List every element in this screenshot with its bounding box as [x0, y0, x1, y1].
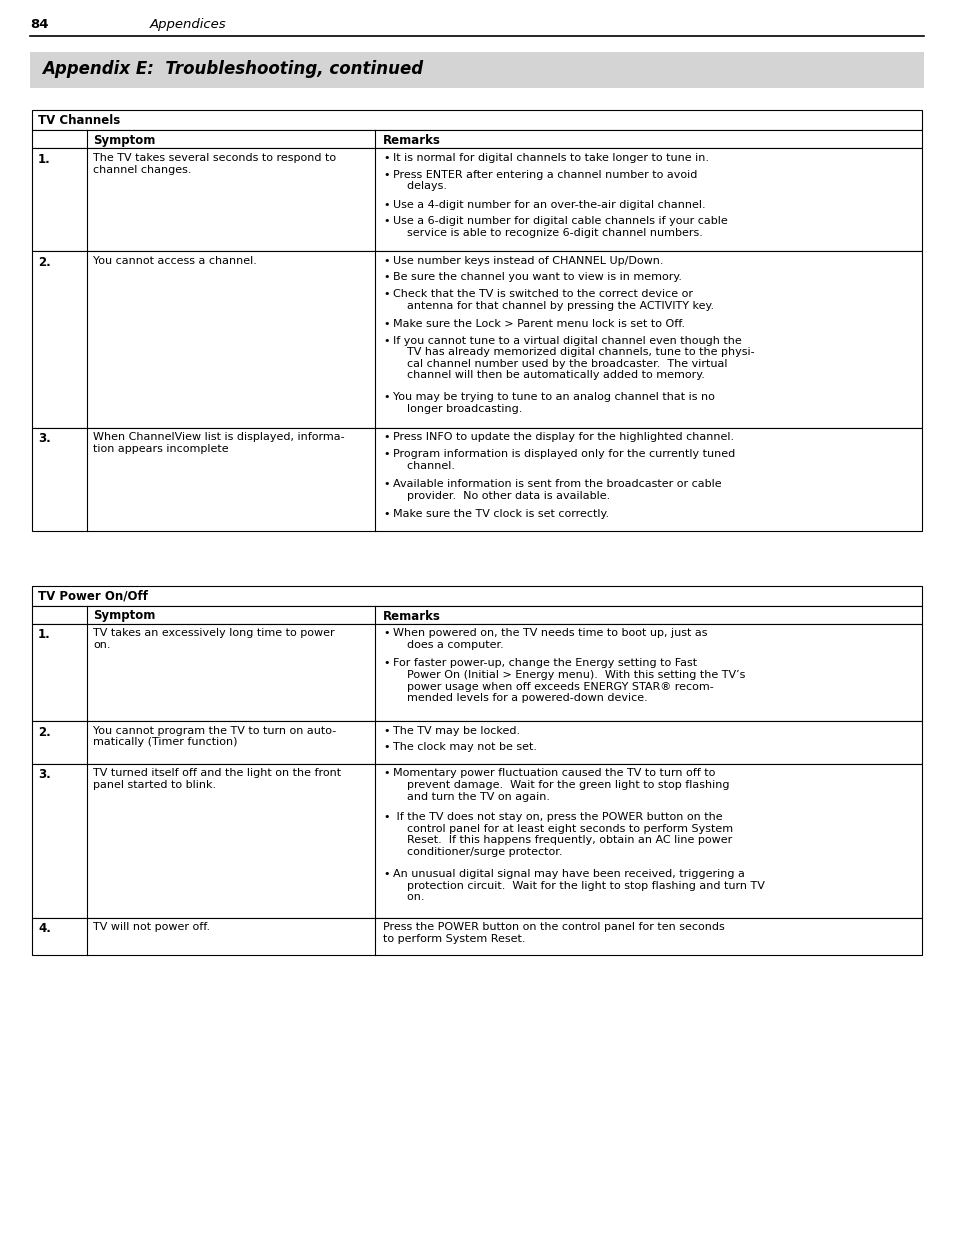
Text: •: • — [382, 289, 389, 299]
Text: Available information is sent from the broadcaster or cable
    provider.  No ot: Available information is sent from the b… — [393, 479, 720, 500]
Text: You may be trying to tune to an analog channel that is no
    longer broadcastin: You may be trying to tune to an analog c… — [393, 393, 714, 414]
Text: Check that the TV is switched to the correct device or
    antenna for that chan: Check that the TV is switched to the cor… — [393, 289, 714, 310]
Text: TV turned itself off and the light on the front
panel started to blink.: TV turned itself off and the light on th… — [92, 768, 341, 790]
Bar — [32, 624, 921, 720]
Text: •: • — [382, 393, 389, 403]
Text: Remarks: Remarks — [382, 135, 440, 147]
Text: The TV takes several seconds to respond to
channel changes.: The TV takes several seconds to respond … — [92, 153, 335, 174]
Text: An unusual digital signal may have been received, triggering a
    protection ci: An unusual digital signal may have been … — [393, 869, 764, 903]
Bar — [32, 585, 921, 605]
Text: Program information is displayed only for the currently tuned
    channel.: Program information is displayed only fo… — [393, 450, 735, 471]
Text: You cannot program the TV to turn on auto-
matically (Timer function): You cannot program the TV to turn on aut… — [92, 725, 335, 747]
Text: •: • — [382, 725, 389, 736]
Text: Use number keys instead of CHANNEL Up/Down.: Use number keys instead of CHANNEL Up/Do… — [393, 256, 662, 266]
Text: TV Power On/Off: TV Power On/Off — [38, 589, 148, 603]
Bar — [32, 251, 921, 427]
Bar — [32, 605, 921, 624]
Text: 3.: 3. — [38, 432, 51, 446]
Text: For faster power-up, change the Energy setting to Fast
    Power On (Initial > E: For faster power-up, change the Energy s… — [393, 658, 744, 703]
Text: •: • — [382, 811, 389, 823]
Bar — [32, 427, 921, 531]
Text: •: • — [382, 629, 389, 638]
Bar — [32, 763, 921, 918]
Text: 1.: 1. — [38, 153, 51, 165]
Text: Be sure the channel you want to view is in memory.: Be sure the channel you want to view is … — [393, 273, 681, 283]
Text: 84: 84 — [30, 19, 49, 31]
Bar — [30, 52, 923, 88]
Text: •: • — [382, 658, 389, 668]
Text: If you cannot tune to a virtual digital channel even though the
    TV has alrea: If you cannot tune to a virtual digital … — [393, 336, 754, 380]
Bar — [32, 130, 921, 148]
Text: •: • — [382, 200, 389, 210]
Text: •: • — [382, 336, 389, 346]
Text: Remarks: Remarks — [382, 610, 440, 622]
Text: Momentary power fluctuation caused the TV to turn off to
    prevent damage.  Wa: Momentary power fluctuation caused the T… — [393, 768, 729, 802]
Text: •: • — [382, 273, 389, 283]
Text: 1.: 1. — [38, 629, 51, 641]
Text: 3.: 3. — [38, 768, 51, 782]
Text: 4.: 4. — [38, 923, 51, 935]
Text: Make sure the Lock > Parent menu lock is set to Off.: Make sure the Lock > Parent menu lock is… — [393, 319, 684, 329]
Text: 2.: 2. — [38, 256, 51, 269]
Text: Make sure the TV clock is set correctly.: Make sure the TV clock is set correctly. — [393, 509, 608, 519]
Text: Appendix E:  Troubleshooting, continued: Appendix E: Troubleshooting, continued — [42, 61, 423, 78]
Bar — [32, 720, 921, 763]
Text: •: • — [382, 479, 389, 489]
Text: 2.: 2. — [38, 725, 51, 739]
Text: Symptom: Symptom — [92, 135, 155, 147]
Text: •: • — [382, 768, 389, 778]
Text: Press INFO to update the display for the highlighted channel.: Press INFO to update the display for the… — [393, 432, 734, 442]
Bar — [32, 918, 921, 955]
Text: Use a 6-digit number for digital cable channels if your cable
    service is abl: Use a 6-digit number for digital cable c… — [393, 216, 727, 237]
Text: TV will not power off.: TV will not power off. — [92, 923, 210, 932]
Bar — [32, 110, 921, 130]
Text: You cannot access a channel.: You cannot access a channel. — [92, 256, 256, 266]
Text: The TV may be locked.: The TV may be locked. — [393, 725, 519, 736]
Text: When powered on, the TV needs time to boot up, just as
    does a computer.: When powered on, the TV needs time to bo… — [393, 629, 707, 650]
Text: TV Channels: TV Channels — [38, 114, 120, 127]
Text: •: • — [382, 216, 389, 226]
Text: When ChannelView list is displayed, informa-
tion appears incomplete: When ChannelView list is displayed, info… — [92, 432, 344, 454]
Text: •: • — [382, 509, 389, 519]
Text: •: • — [382, 256, 389, 266]
Text: Press ENTER after entering a channel number to avoid
    delays.: Press ENTER after entering a channel num… — [393, 169, 697, 191]
Text: •: • — [382, 432, 389, 442]
Text: If the TV does not stay on, press the POWER button on the
    control panel for : If the TV does not stay on, press the PO… — [393, 811, 732, 857]
Text: It is normal for digital channels to take longer to tune in.: It is normal for digital channels to tak… — [393, 153, 708, 163]
Text: TV takes an excessively long time to power
on.: TV takes an excessively long time to pow… — [92, 629, 335, 650]
Text: Symptom: Symptom — [92, 610, 155, 622]
Text: •: • — [382, 742, 389, 752]
Text: Press the POWER button on the control panel for ten seconds
to perform System Re: Press the POWER button on the control pa… — [382, 923, 724, 944]
Text: •: • — [382, 869, 389, 879]
Text: •: • — [382, 153, 389, 163]
Text: The clock may not be set.: The clock may not be set. — [393, 742, 537, 752]
Text: •: • — [382, 319, 389, 329]
Text: Use a 4-digit number for an over-the-air digital channel.: Use a 4-digit number for an over-the-air… — [393, 200, 705, 210]
Text: Appendices: Appendices — [150, 19, 227, 31]
Text: •: • — [382, 450, 389, 459]
Text: •: • — [382, 169, 389, 179]
Bar — [32, 148, 921, 251]
